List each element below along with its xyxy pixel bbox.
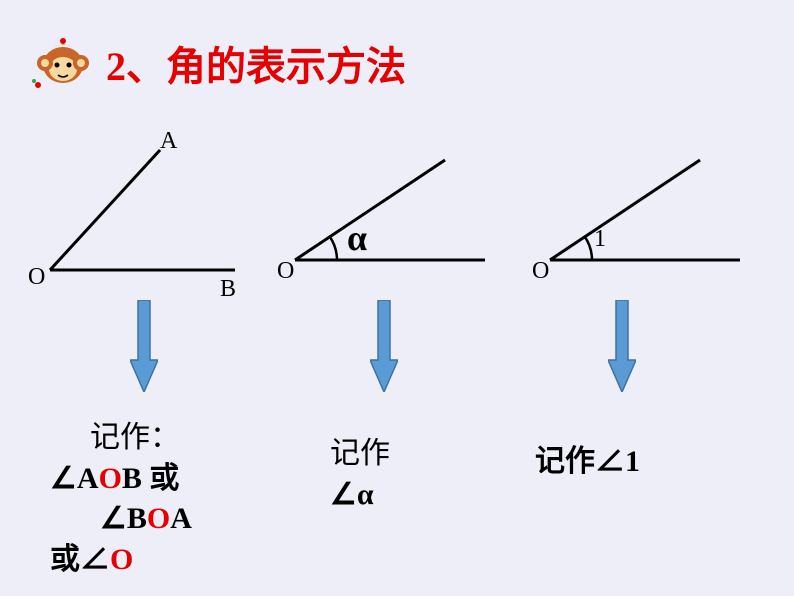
monkey-icon (32, 35, 94, 91)
c1-l3-red: O (147, 502, 170, 535)
c2-l1: 记作 (330, 434, 390, 475)
angle-diagram-1: O A B (10, 120, 260, 300)
diagrams-row: O A B O α O 1 (0, 120, 794, 300)
caption-3: 记作∠1 (535, 442, 640, 483)
angle-diagram-3: O 1 (530, 140, 760, 290)
label-A: A (160, 128, 178, 154)
c1-l4a: 或∠ (50, 543, 110, 576)
c1-l3b: A (170, 502, 192, 535)
down-arrow-icon (130, 300, 158, 392)
down-arrow-icon (370, 300, 398, 392)
c1-l3a: ∠B (100, 502, 147, 535)
label-O-2: O (277, 258, 294, 284)
c3-text: 记作∠1 (535, 445, 640, 478)
page-title: 2、角的表示方法 (106, 34, 406, 92)
label-O-1: O (28, 264, 45, 290)
label-one: 1 (594, 226, 606, 252)
arrows-row (0, 300, 794, 410)
c1-l2-red: O (99, 462, 122, 495)
angle-diagram-2: O α (275, 140, 505, 290)
c1-l4-red: O (110, 543, 133, 576)
c1-l2a: ∠A (50, 462, 99, 495)
c1-l2b: B 或 (122, 462, 180, 495)
caption-2: 记作 ∠α (330, 434, 390, 515)
down-arrow-icon (608, 300, 636, 392)
c2-l2: ∠α (330, 478, 374, 511)
caption-1-line1: 记作： (50, 418, 192, 459)
label-alpha: α (347, 218, 367, 258)
label-O-3: O (532, 258, 549, 284)
label-B: B (220, 276, 236, 300)
caption-1: 记作： ∠AOB 或 ∠BOA 或∠O (50, 418, 192, 580)
